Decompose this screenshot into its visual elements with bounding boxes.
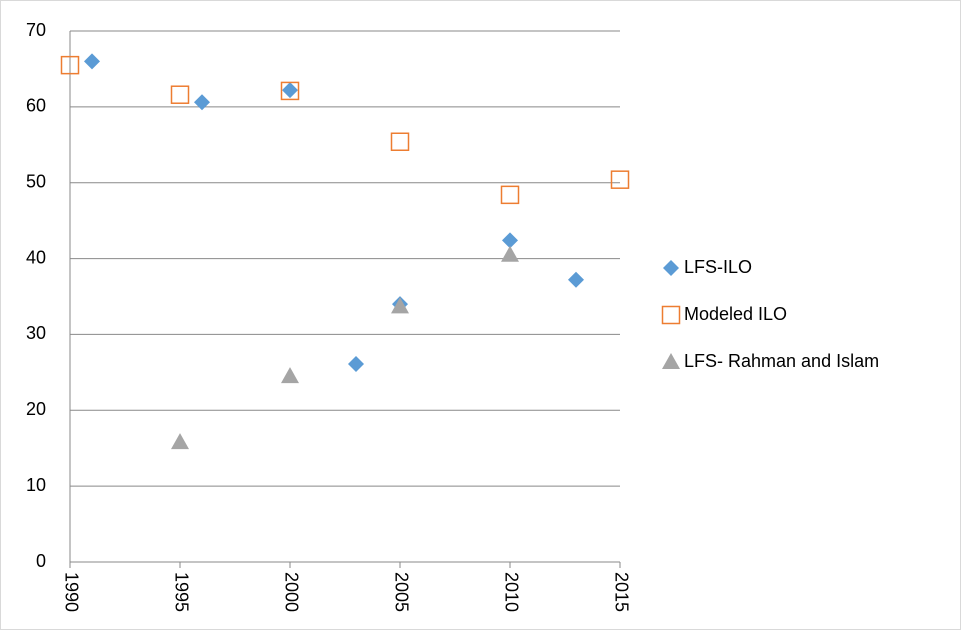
data-point bbox=[500, 185, 520, 205]
y-tick-label: 70 bbox=[26, 20, 46, 40]
data-point bbox=[502, 232, 518, 249]
x-tick-label: 1990 bbox=[61, 572, 81, 612]
data-point bbox=[280, 81, 300, 101]
legend-marker bbox=[661, 305, 681, 325]
data-point bbox=[390, 132, 410, 152]
y-tick-label: 10 bbox=[26, 475, 46, 495]
data-point bbox=[194, 94, 210, 111]
data-point bbox=[391, 297, 409, 314]
x-tick-label: 2010 bbox=[501, 572, 521, 612]
x-tick-label: 2005 bbox=[391, 572, 411, 612]
data-point bbox=[501, 245, 519, 262]
y-tick-label: 40 bbox=[26, 247, 46, 267]
data-point bbox=[171, 433, 189, 450]
data-point bbox=[282, 82, 298, 99]
y-tick-label: 30 bbox=[26, 323, 46, 343]
y-tick-label: 60 bbox=[26, 96, 46, 116]
legend-marker bbox=[663, 260, 679, 276]
legend-label: LFS- Rahman and Islam bbox=[684, 351, 879, 371]
y-tick-label: 20 bbox=[26, 399, 46, 419]
y-tick-label: 50 bbox=[26, 171, 46, 191]
x-tick-label: 2015 bbox=[611, 572, 631, 612]
legend-label: LFS-ILO bbox=[684, 257, 752, 277]
data-point bbox=[610, 170, 630, 189]
data-point bbox=[170, 85, 190, 104]
data-point bbox=[60, 55, 80, 75]
data-point bbox=[281, 367, 299, 384]
data-point bbox=[84, 53, 100, 70]
x-tick-label: 2000 bbox=[281, 572, 301, 612]
x-tick-label: 1995 bbox=[171, 572, 191, 612]
legend-marker bbox=[662, 353, 680, 369]
data-point bbox=[348, 356, 364, 373]
y-tick-label: 0 bbox=[36, 551, 46, 571]
data-point bbox=[568, 271, 584, 288]
legend-label: Modeled ILO bbox=[684, 304, 787, 324]
